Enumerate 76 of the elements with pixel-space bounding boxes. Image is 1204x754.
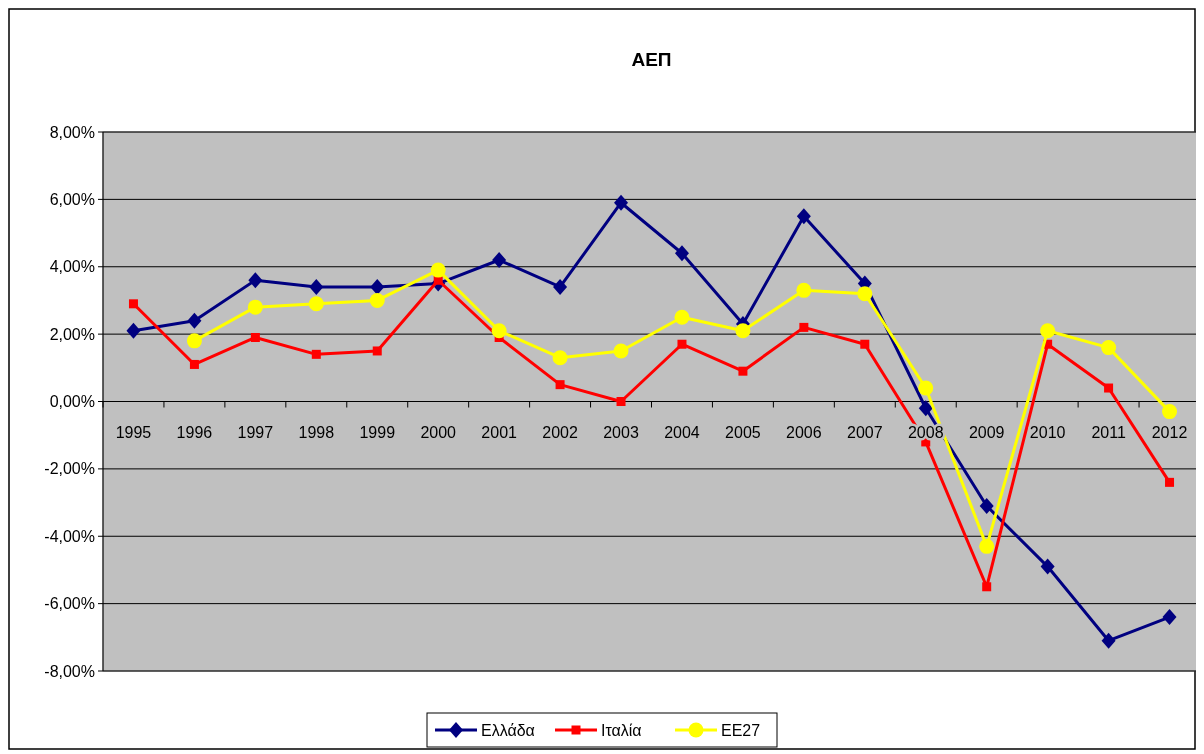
point xyxy=(857,286,873,302)
chart-title: ΑΕΠ xyxy=(631,49,672,70)
x-tick-label: 1996 xyxy=(176,423,213,441)
point xyxy=(677,339,687,349)
point xyxy=(308,296,324,312)
point xyxy=(186,333,202,349)
y-tick-label: -2,00% xyxy=(44,460,95,478)
x-tick-label: 1997 xyxy=(237,423,274,441)
y-tick-label: 2,00% xyxy=(49,325,95,343)
x-tick-label: 2010 xyxy=(1029,423,1066,441)
point xyxy=(1101,340,1117,356)
point xyxy=(1104,383,1114,393)
point xyxy=(491,323,507,339)
point xyxy=(369,292,385,308)
point xyxy=(492,252,507,269)
point xyxy=(735,323,751,339)
point xyxy=(248,272,263,289)
point xyxy=(555,380,565,390)
x-tick-label: 1999 xyxy=(359,423,396,441)
x-tick-label: 2005 xyxy=(725,423,761,441)
point xyxy=(1162,609,1177,626)
x-tick-label: 2002 xyxy=(542,423,578,441)
point xyxy=(613,343,629,359)
point xyxy=(674,245,689,262)
point xyxy=(1040,323,1056,339)
x-tick-label: 2001 xyxy=(481,423,518,441)
legend-label: ΕΕ27 xyxy=(721,721,761,739)
point xyxy=(552,350,568,366)
y-tick-label: 4,00% xyxy=(49,258,95,276)
point xyxy=(250,332,260,342)
x-tick-label: 1995 xyxy=(115,423,152,441)
point xyxy=(979,497,994,514)
x-tick-label: 2003 xyxy=(603,423,639,441)
y-tick-label: -6,00% xyxy=(44,595,95,613)
legend-label: Ελλάδα xyxy=(481,721,535,739)
y-tick-label: -8,00% xyxy=(44,662,95,680)
y-tick-label: -4,00% xyxy=(44,527,95,545)
point xyxy=(309,278,324,295)
point xyxy=(918,400,933,417)
point xyxy=(553,278,568,295)
x-tick-label: 2012 xyxy=(1151,423,1188,441)
point xyxy=(979,538,995,554)
point xyxy=(616,397,626,406)
point xyxy=(1165,477,1175,487)
point xyxy=(372,346,382,356)
point xyxy=(247,299,263,315)
point xyxy=(1040,558,1055,575)
x-tick-label: 2004 xyxy=(664,423,700,441)
point xyxy=(674,309,690,325)
x-tick-label: 2011 xyxy=(1091,423,1126,441)
x-tick-label: 2009 xyxy=(968,423,1005,441)
point xyxy=(370,278,385,295)
point xyxy=(796,282,812,298)
point xyxy=(311,349,321,359)
x-tick-label: 2006 xyxy=(786,423,822,441)
legend-label: Ιταλία xyxy=(601,721,642,739)
point xyxy=(796,208,811,225)
x-tick-label: 2000 xyxy=(420,423,457,441)
point xyxy=(430,262,446,278)
point xyxy=(1162,404,1178,420)
point xyxy=(614,194,629,211)
point xyxy=(1101,632,1116,649)
point xyxy=(918,380,934,396)
point xyxy=(799,322,809,332)
x-tick-label: 2007 xyxy=(847,423,883,441)
point xyxy=(738,366,748,376)
point xyxy=(187,312,202,329)
y-tick-label: 8,00% xyxy=(49,123,95,141)
point xyxy=(128,299,138,309)
y-tick-label: 0,00% xyxy=(49,393,95,411)
point xyxy=(189,359,199,369)
x-tick-label: 1998 xyxy=(298,423,335,441)
point xyxy=(860,339,870,349)
y-tick-label: 6,00% xyxy=(49,190,95,208)
point xyxy=(982,582,992,592)
point xyxy=(126,322,141,339)
